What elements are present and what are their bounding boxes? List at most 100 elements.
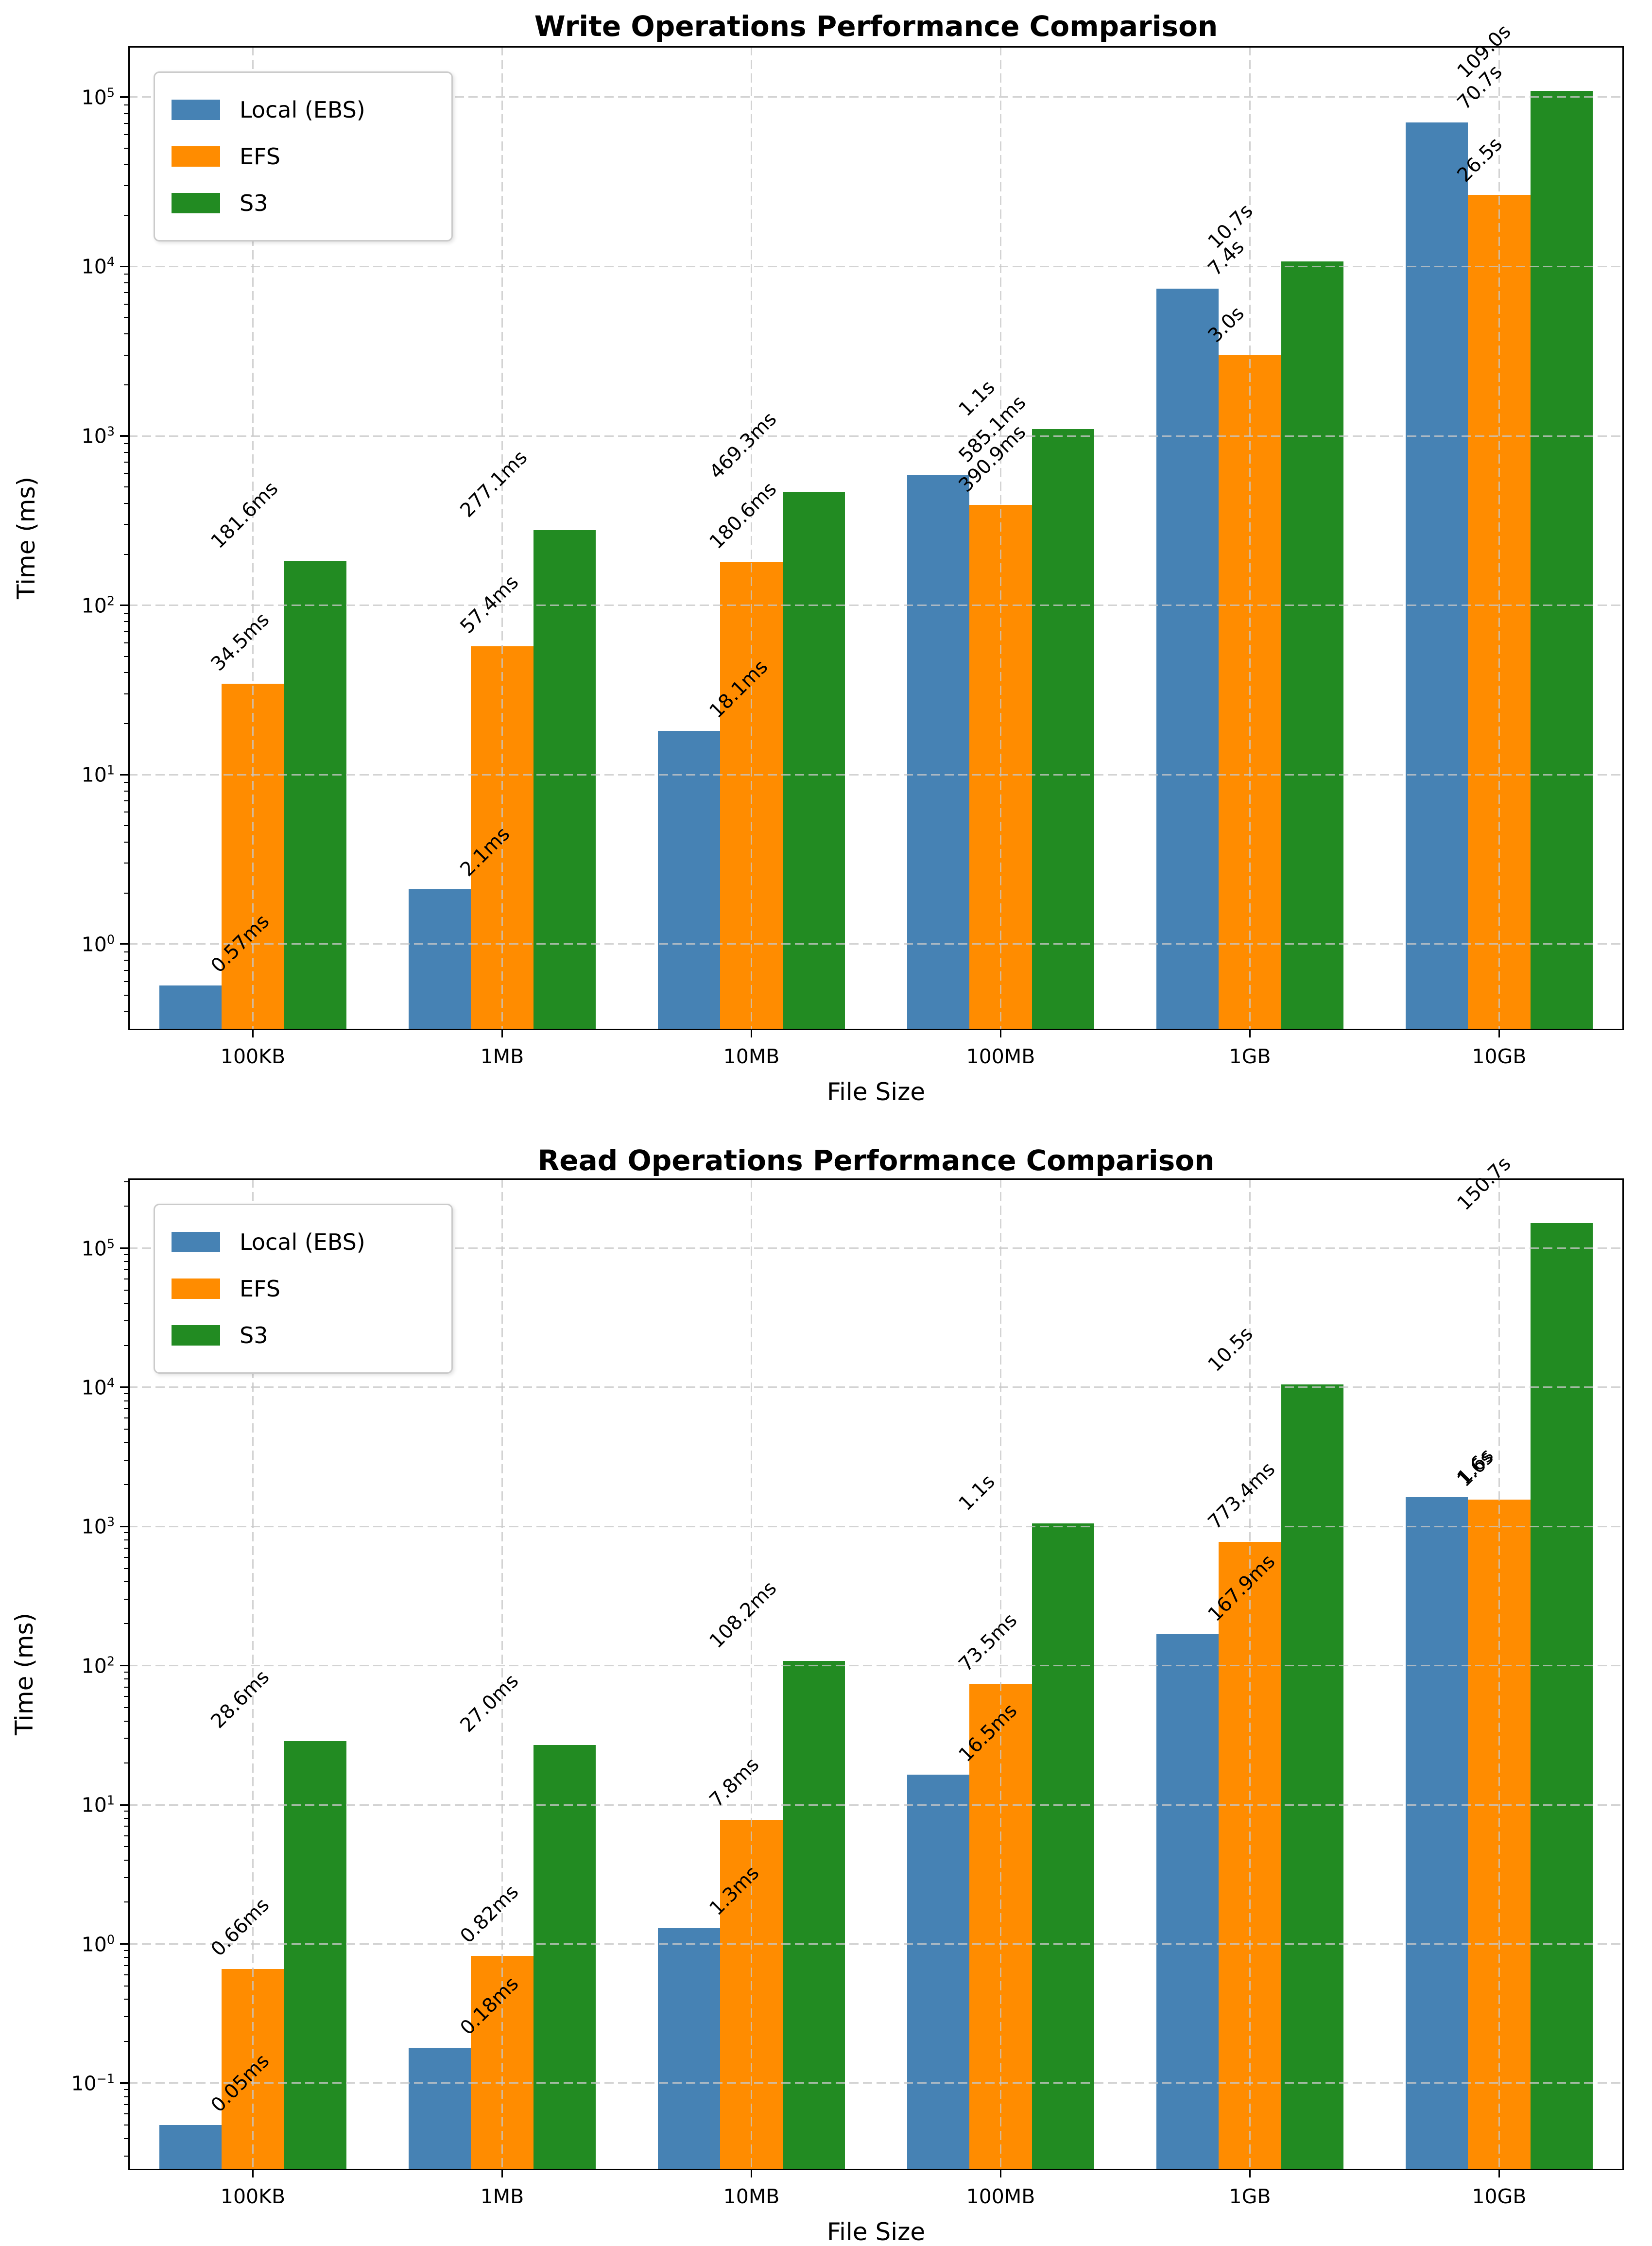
y-minor-tick	[124, 553, 128, 555]
bar	[782, 1660, 845, 2170]
x-gridline	[1249, 1178, 1251, 2170]
chart-title: Write Operations Performance Comparison	[534, 10, 1218, 43]
y-minor-tick	[124, 1532, 128, 1534]
y-minor-tick	[124, 164, 128, 165]
y-minor-tick	[124, 2113, 128, 2115]
bar	[782, 491, 845, 1030]
x-tick-label: 1MB	[480, 1045, 524, 1068]
y-minor-tick	[124, 841, 128, 843]
y-minor-tick	[124, 1547, 128, 1549]
bar-value-text: 27.0ms	[455, 1669, 523, 1737]
bar	[533, 530, 596, 1030]
y-minor-tick	[124, 1985, 128, 1987]
y-tick-label: 102	[81, 593, 115, 617]
bar-value-text: 0.66ms	[206, 1894, 274, 1961]
x-tick-label: 100KB	[220, 1045, 286, 1068]
chart-title: Read Operations Performance Comparison	[537, 1144, 1215, 1177]
legend-swatch-local-ebs	[172, 1232, 220, 1252]
plot-area: 100 101 102 103 104 105 100KB 1MB 10MB 100MB 1GB 10…	[0, 0, 1652, 1119]
bar	[1530, 90, 1593, 1030]
y-gridline	[128, 435, 1624, 437]
y-gridline	[128, 96, 1624, 98]
bar	[409, 2047, 471, 2170]
y-tick-label: 100	[81, 932, 115, 956]
y-minor-tick	[124, 1400, 128, 1401]
x-gridline	[1000, 46, 1001, 1030]
legend-label: S3	[240, 190, 268, 216]
y-minor-tick	[124, 473, 128, 474]
y-minor-tick	[124, 333, 128, 335]
y-minor-tick	[124, 693, 128, 694]
y-minor-tick	[124, 524, 128, 525]
x-tick-label: 100MB	[966, 1045, 1035, 1068]
bar	[1530, 1223, 1593, 2170]
y-minor-tick	[124, 317, 128, 318]
plot-area: 10−1 100 101 102 103 104 105 100KB 1MB 10MB 100MB 1…	[0, 1119, 1652, 2237]
y-minor-tick	[124, 790, 128, 792]
x-major-tick	[999, 1030, 1002, 1037]
legend-label: S3	[240, 1322, 268, 1348]
bar	[533, 1745, 596, 2170]
y-minor-tick	[124, 1269, 128, 1270]
bar-value-text: 181.6ms	[206, 477, 282, 553]
bar	[658, 1928, 721, 2170]
bar	[409, 889, 471, 1030]
y-minor-tick	[124, 502, 128, 504]
y-minor-tick	[124, 185, 128, 187]
y-gridline	[128, 2082, 1624, 2084]
y-minor-tick	[124, 612, 128, 614]
y-minor-tick	[124, 1846, 128, 1848]
legend-swatch-efs	[172, 1278, 220, 1299]
legend-item: Local (EBS)	[172, 86, 429, 133]
y-minor-tick	[124, 1678, 128, 1680]
y-minor-tick	[124, 104, 128, 105]
x-gridline	[751, 1178, 752, 2170]
y-minor-tick	[124, 825, 128, 827]
y-gridline	[128, 1804, 1624, 1806]
y-gridline	[128, 1386, 1624, 1388]
y-minor-tick	[124, 1720, 128, 1722]
y-minor-tick	[124, 1696, 128, 1697]
y-minor-tick	[124, 1877, 128, 1878]
x-gridline	[1498, 1178, 1500, 2170]
legend-item: S3	[172, 180, 429, 226]
y-gridline	[128, 1665, 1624, 1667]
y-minor-tick	[124, 2089, 128, 2091]
x-tick-label: 10MB	[723, 1045, 780, 1068]
bar-value-text: 34.5ms	[206, 608, 274, 675]
y-minor-tick	[124, 1811, 128, 1812]
bar-value-text: 7.8ms	[705, 1753, 763, 1812]
y-gridline	[128, 265, 1624, 267]
bar-value-text: 1.1s	[954, 1470, 999, 1516]
y-minor-tick	[124, 951, 128, 952]
x-gridline	[1000, 1178, 1001, 2170]
y-minor-tick	[124, 1417, 128, 1419]
y-tick-label: 104	[81, 255, 115, 278]
y-minor-tick	[124, 1393, 128, 1394]
y-major-tick	[120, 604, 128, 606]
x-axis-label: File Size	[826, 1078, 926, 1106]
y-minor-tick	[124, 215, 128, 216]
y-minor-tick	[124, 282, 128, 284]
y-tick-label: 105	[81, 85, 115, 109]
bar	[284, 561, 346, 1030]
bar-value-text: 0.82ms	[455, 1881, 523, 1948]
y-minor-tick	[124, 303, 128, 305]
bar-value-text: 28.6ms	[206, 1666, 274, 1733]
x-tick-label: 1GB	[1229, 1045, 1271, 1068]
y-minor-tick	[124, 960, 128, 961]
y-minor-tick	[124, 2016, 128, 2018]
y-minor-tick	[124, 451, 128, 453]
bar	[1156, 1634, 1219, 2170]
y-tick-label: 105	[81, 1236, 115, 1260]
bar	[1281, 1384, 1343, 2170]
y-minor-tick	[124, 292, 128, 294]
y-tick-label: 102	[81, 1654, 115, 1678]
y-major-tick	[120, 774, 128, 776]
y-minor-tick	[124, 1408, 128, 1410]
x-major-tick	[750, 1030, 753, 1037]
y-minor-tick	[124, 1901, 128, 1903]
legend-label: Local (EBS)	[240, 97, 365, 123]
bar	[1281, 261, 1343, 1030]
y-minor-tick	[124, 2138, 128, 2139]
